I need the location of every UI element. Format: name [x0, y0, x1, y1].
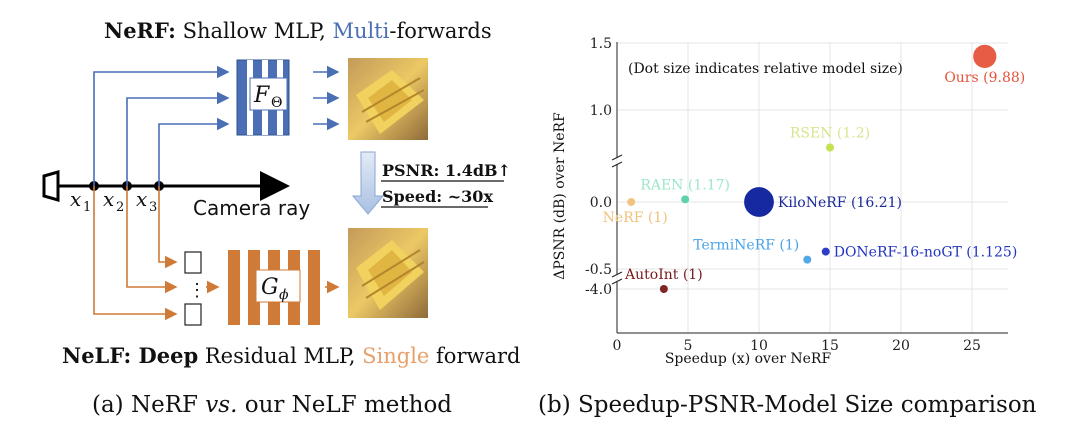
x-tick-label: 25 [963, 338, 981, 354]
ray-point-1-label: x [70, 187, 81, 211]
nelf-render-image [348, 228, 428, 318]
caption-a-post: our NeLF method [237, 392, 453, 418]
nerf-title-bold: NeRF: [104, 18, 176, 43]
nelf-title-rest-2: forward [429, 344, 521, 368]
caption-b: (b) Speedup-PSNR-Model Size comparison [538, 392, 1037, 418]
chart-gridlines [616, 42, 1008, 333]
y-tick-label: 0.0 [590, 195, 612, 211]
nerf-render-image [348, 58, 428, 140]
data-label-donerf-16-nogt: DONeRF-16-noGT (1.125) [834, 245, 1018, 261]
caption-a-pre: (a) NeRF [92, 392, 206, 418]
ray-point-1-sub: 1 [83, 200, 91, 215]
caption-a: (a) NeRF vs. our NeLF method [92, 394, 452, 417]
data-point-rsen [825, 143, 835, 152]
data-point-nerf [627, 198, 636, 206]
nelf-input-boxes [184, 251, 202, 326]
data-label-terminerf: TermiNeRF (1) [693, 238, 799, 254]
nelf-title-bold-2: Deep [131, 343, 199, 368]
data-point-donerf-16-nogt [821, 247, 830, 256]
camera-icon [42, 170, 60, 202]
nelf-title-rest-1: Residual MLP, [198, 344, 363, 368]
data-points: Ours (9.88) RSEN (1.2) KiloNeRF (16.21) RAE… [603, 44, 1025, 293]
nerf-title-highlight: Multi [332, 19, 390, 43]
chart-b: 0 5 10 15 20 25 1.0 1.5 -4.0 -0.5 0.0 Ours (9.88)… [585, 36, 1025, 354]
y-tick-label: -4.0 [585, 282, 612, 298]
nerf-network-block: F Θ [236, 59, 290, 136]
x-tick-label: 20 [892, 338, 910, 354]
ray-point-3-sub: 3 [149, 200, 157, 215]
chart-y-label: ΔPSNR (dB) over NeRF [552, 112, 568, 280]
x-tick-label: 15 [821, 338, 839, 354]
ray-point-2-sub: 2 [116, 200, 124, 215]
data-label-rsen: RSEN (1.2) [790, 125, 870, 141]
x-tick-label: 0 [613, 338, 622, 354]
y-tick-label: 1.0 [590, 103, 612, 119]
psnr-label: PSNR: 1.4dB↑ [382, 161, 511, 180]
nerf-title-rest-2: -forwards [389, 19, 492, 43]
nelf-net-sub: ϕ [279, 287, 289, 303]
data-point-terminerf [803, 255, 812, 264]
nerf-input-arrows [93, 65, 230, 186]
chart-note: (Dot size indicates relative model size) [628, 61, 903, 77]
y-ticks: 1.0 1.5 -4.0 -0.5 0.0 [585, 36, 612, 298]
caption-a-vs: vs. [205, 392, 238, 418]
x-ticks: 0 5 10 15 20 25 [613, 338, 981, 354]
chart-axes [611, 42, 1008, 334]
x-tick-label: 5 [684, 338, 693, 354]
speed-label: Speed: ~30x [382, 187, 493, 206]
nerf-title-rest-1: Shallow MLP, [175, 19, 333, 43]
data-point-raen [681, 195, 690, 204]
ray-point-3-label: x [136, 187, 147, 211]
nerf-title: NeRF: Shallow MLP, Multi-forwards [104, 20, 492, 42]
nelf-network-block: G ϕ [228, 250, 320, 325]
data-label-raen: RAEN (1.17) [640, 177, 730, 193]
chart-x-label: Speedup (x) over NeRF [664, 351, 832, 367]
nelf-input-arrows [93, 186, 178, 321]
data-point-autoint [659, 285, 668, 293]
data-point-ours [973, 44, 997, 69]
y-tick-label: 1.5 [590, 36, 612, 52]
nelf-title-bold-1: NeLF: [62, 343, 132, 368]
nerf-output-arrows [313, 65, 340, 131]
data-label-autoint: AutoInt (1) [624, 267, 703, 283]
y-tick-label: -0.5 [585, 262, 612, 278]
down-arrow [351, 151, 385, 215]
nelf-net-label: G [261, 275, 279, 300]
nelf-title-highlight: Single [362, 344, 430, 368]
camera-ray-label: Camera ray [193, 196, 311, 220]
ray-point-2-label: x [103, 187, 114, 211]
panel-a-diagram: F Θ ⋮ [42, 58, 504, 326]
data-label-nerf: NeRF (1) [603, 210, 668, 226]
data-label-ours: Ours (9.88) [944, 70, 1025, 86]
nelf-title: NeLF: Deep Residual MLP, Single forward [62, 345, 520, 367]
nerf-net-sub: Θ [271, 95, 282, 111]
data-point-kilonerf [744, 187, 774, 217]
nerf-net-label: F [253, 83, 270, 108]
input-ellipsis: ⋮ [188, 280, 206, 301]
data-label-kilonerf: KiloNeRF (16.21) [778, 195, 902, 211]
x-tick-label: 10 [750, 338, 768, 354]
